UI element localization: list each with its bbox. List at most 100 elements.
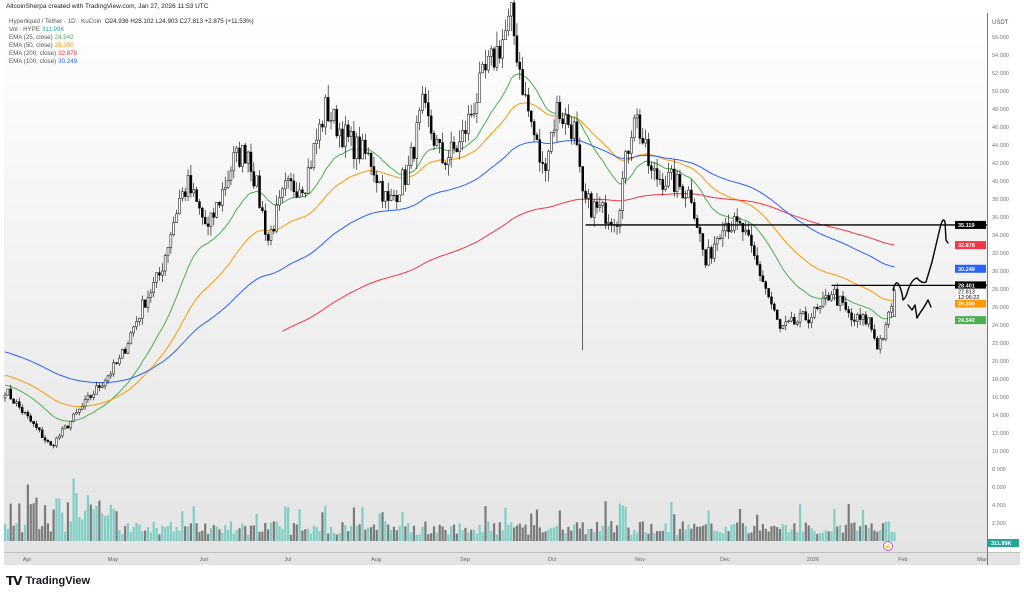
legend-ema-200[interactable]: EMA (200, close) 32.878 [9,50,78,58]
volume-bar [166,525,170,541]
volume-bar [361,507,364,541]
candle [587,193,590,199]
candle [238,147,241,167]
volume-bar [733,524,736,541]
price-tick-label: 28.000 [992,287,1009,293]
volume-bar [407,523,410,541]
volume-bar [633,529,636,541]
candle [836,288,839,306]
candle [827,295,830,301]
candle [550,132,553,152]
volume-bar [701,525,704,541]
volume-bar [292,522,295,541]
volume-bar [664,523,667,541]
volume-bar [816,533,819,541]
time-axis-label: Jul [284,557,291,563]
price-tick-label: 26.000 [992,305,1009,311]
volume-bar [464,527,467,541]
candle [529,110,533,122]
volume-bar [404,526,407,541]
candle [841,295,845,303]
candle [266,234,270,241]
volume-bar [315,527,318,541]
volume-bar [544,531,547,541]
volume-bar [470,529,473,541]
alert-icon[interactable]: ⚡ [883,541,893,551]
candle [109,373,113,377]
time-axis-label: Jun [200,557,209,563]
volume-bar [601,526,604,541]
ema-50-line [4,102,895,407]
price-tick-label: 42.000 [992,161,1009,167]
candle [72,413,75,422]
candle [718,237,722,239]
candle [701,233,705,250]
candle [524,94,527,96]
volume-bar [873,530,876,541]
candle [286,178,290,181]
legend-ema-100[interactable]: EMA (100, close) 30.249 [9,58,78,66]
price-tick-label: 10.000 [992,449,1009,455]
candle [232,152,236,172]
candle [75,412,78,415]
legend-volume[interactable]: Vol · HYPE 311.99K [9,26,65,34]
candle [458,141,461,152]
price-tick-label: 2.000 [992,521,1006,527]
time-axis-background[interactable] [4,552,1020,565]
volume-bar [192,506,195,541]
candle [564,114,567,125]
volume-bar [101,513,104,541]
volume-bar [264,522,267,541]
volume-bar [524,524,527,541]
volume-bar [884,521,887,541]
candle [344,124,347,148]
candle [235,147,238,153]
volume-bar [564,533,567,541]
candle [581,166,584,192]
candle [407,165,410,185]
candle [501,39,504,59]
candle [135,321,138,328]
volume-bar [447,534,450,541]
volume-bar [235,530,238,541]
volume-bar [6,528,9,541]
candle [853,319,856,322]
candle [644,139,647,144]
volume-bar [550,527,553,541]
volume-bar [427,534,430,541]
candle [641,138,645,144]
candle [690,189,693,203]
time-axis-labels: Apr May Jun Jul Aug Sep Oct Nov Dec 2026 Feb Mar [23,557,987,563]
candle [175,213,178,223]
legend-ema-25[interactable]: EMA (25, close) 24.542 [9,34,74,42]
candle [375,174,379,184]
candle [58,435,61,439]
candle [735,216,739,222]
volume-bar [301,530,304,541]
legend-ema-50[interactable]: EMA (50, close) 26.390 [9,42,74,50]
candle [361,139,364,160]
volume-bar [155,527,158,541]
candle [715,238,719,245]
volume-bar [801,531,805,541]
candle [670,168,673,173]
volume-bar [870,523,873,541]
volume-bar [676,534,679,541]
candle [269,228,273,241]
volume-bar [681,521,684,541]
volume-bar [172,531,175,541]
volume-bar [839,525,842,541]
volume-bar [269,522,273,541]
volume-bar [86,495,90,541]
candle [9,388,12,400]
volume-bar [129,532,132,541]
candle [398,194,401,202]
volume-bar [115,511,118,541]
legend-symbol-row[interactable]: Hyperliquid / Tether · 1D · KuCoin O24.9… [9,18,254,25]
candle [229,170,233,181]
volume-bar [730,524,733,541]
volume-bar [718,532,722,541]
tradingview-logo[interactable]: 𝗧𝗩 TradingView [6,574,91,588]
volume-bar [364,529,367,541]
